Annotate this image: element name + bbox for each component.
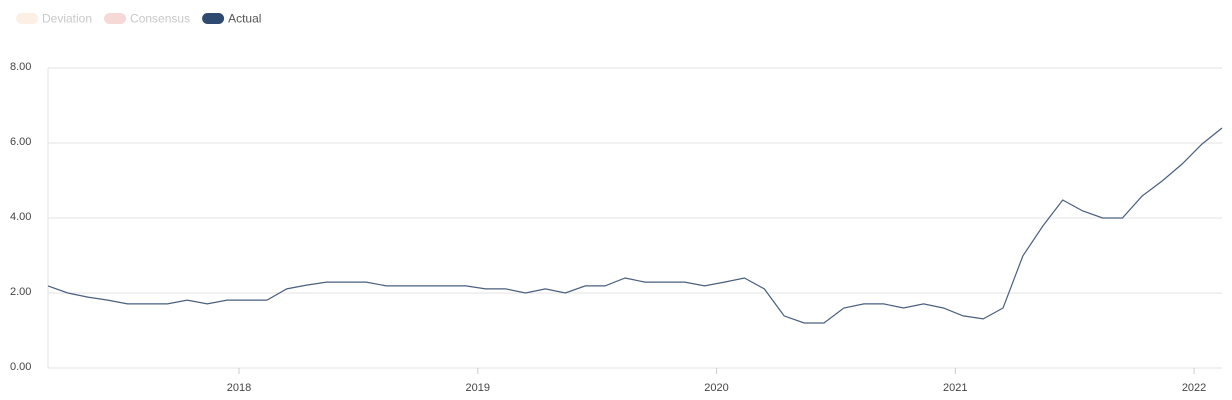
legend-label[interactable]: Actual xyxy=(228,12,261,26)
x-tick-label: 2022 xyxy=(1182,382,1206,394)
x-tick-label: 2021 xyxy=(943,382,967,394)
y-tick-label: 4.00 xyxy=(10,211,31,223)
data-line xyxy=(47,127,1223,324)
y-tick-label: 0.00 xyxy=(10,361,31,373)
legend-swatch[interactable] xyxy=(16,13,38,24)
x-tick-label: 2018 xyxy=(227,382,251,394)
x-tick-label: 2020 xyxy=(704,382,728,394)
legend-swatch[interactable] xyxy=(202,13,225,24)
x-tick-label: 2019 xyxy=(466,382,490,394)
y-tick-label: 6.00 xyxy=(10,136,31,148)
legend-label[interactable]: Consensus xyxy=(130,12,190,26)
legend-label[interactable]: Deviation xyxy=(42,12,92,26)
legend-swatch[interactable] xyxy=(104,13,127,24)
y-tick-label: 8.00 xyxy=(10,61,31,73)
y-tick-label: 2.00 xyxy=(10,286,31,298)
